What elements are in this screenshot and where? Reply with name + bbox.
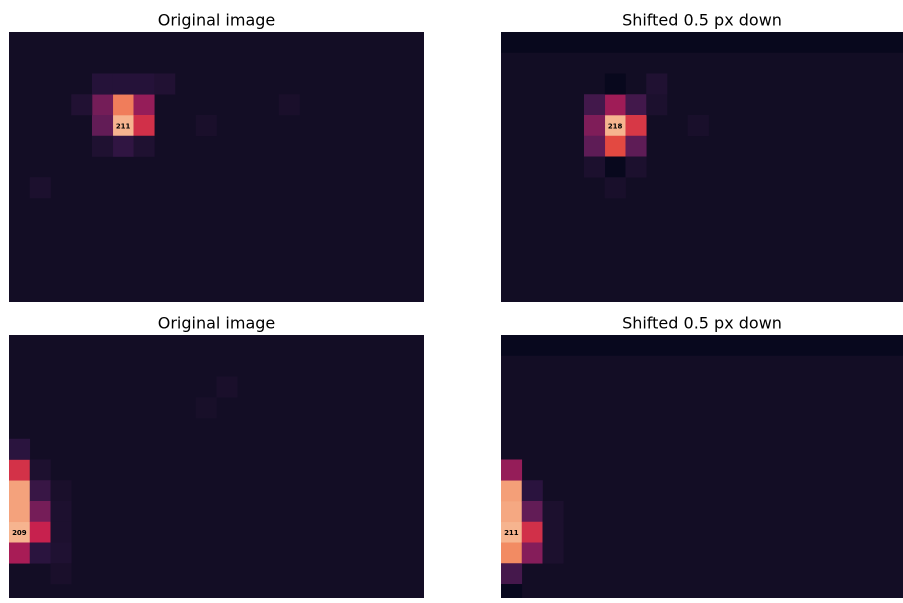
pixel bbox=[71, 94, 93, 116]
pixel bbox=[92, 115, 114, 137]
pixel bbox=[625, 115, 647, 137]
pixel bbox=[216, 376, 238, 398]
top-row bbox=[501, 335, 903, 356]
pixel bbox=[646, 94, 668, 116]
pixel bbox=[542, 501, 564, 523]
peak-label: 211 bbox=[116, 122, 131, 130]
pixel bbox=[687, 115, 709, 137]
pixel bbox=[521, 542, 543, 564]
pixel bbox=[501, 459, 523, 481]
pixel bbox=[604, 156, 626, 178]
pixel bbox=[50, 563, 72, 585]
pixel bbox=[29, 177, 51, 199]
pixel bbox=[9, 501, 31, 523]
pixel bbox=[542, 542, 564, 564]
pixel bbox=[604, 73, 626, 95]
pixel bbox=[501, 563, 523, 585]
pixel bbox=[501, 584, 523, 598]
pixel bbox=[584, 135, 606, 157]
background bbox=[501, 335, 903, 598]
pixel bbox=[50, 521, 72, 543]
pixel bbox=[92, 94, 114, 116]
pixel bbox=[9, 521, 31, 543]
pixel bbox=[584, 115, 606, 137]
pixel bbox=[604, 135, 626, 157]
pixel bbox=[29, 459, 51, 481]
pixel bbox=[521, 521, 543, 543]
pixel bbox=[29, 501, 51, 523]
pixel bbox=[625, 156, 647, 178]
pixel bbox=[195, 115, 217, 137]
peak-label: 218 bbox=[608, 122, 623, 130]
pixel bbox=[112, 94, 134, 116]
pixel bbox=[646, 73, 668, 95]
pixel bbox=[501, 542, 523, 564]
pixel bbox=[278, 94, 300, 116]
pixel bbox=[112, 135, 134, 157]
pixel bbox=[50, 501, 72, 523]
pixel bbox=[195, 397, 217, 419]
pixel bbox=[112, 115, 134, 137]
pixel bbox=[604, 115, 626, 137]
pixel bbox=[9, 438, 31, 460]
pixel bbox=[9, 459, 31, 481]
panel-title: Shifted 0.5 px down bbox=[622, 11, 782, 30]
pixel bbox=[584, 94, 606, 116]
peak-label: 211 bbox=[504, 529, 519, 537]
pixel bbox=[625, 135, 647, 157]
top-row bbox=[501, 32, 903, 53]
pixel bbox=[92, 73, 114, 95]
pixel bbox=[92, 135, 114, 157]
pixel bbox=[9, 480, 31, 502]
pixel bbox=[50, 542, 72, 564]
panel-title: Shifted 0.5 px down bbox=[622, 314, 782, 333]
pixel bbox=[133, 135, 155, 157]
pixel bbox=[604, 94, 626, 116]
pixel bbox=[133, 73, 155, 95]
peak-label: 209 bbox=[12, 529, 27, 537]
pixel bbox=[29, 480, 51, 502]
pixel bbox=[604, 177, 626, 199]
background bbox=[501, 32, 903, 302]
pixel bbox=[584, 156, 606, 178]
pixel bbox=[501, 480, 523, 502]
pixel bbox=[133, 115, 155, 137]
pixel bbox=[625, 94, 647, 116]
panel-title: Original image bbox=[158, 314, 276, 333]
pixel bbox=[154, 73, 176, 95]
pixel bbox=[112, 73, 134, 95]
panel-title: Original image bbox=[158, 11, 276, 30]
pixel bbox=[50, 480, 72, 502]
pixel bbox=[9, 542, 31, 564]
pixel bbox=[501, 501, 523, 523]
background bbox=[9, 32, 424, 302]
pixel bbox=[29, 542, 51, 564]
pixel bbox=[542, 521, 564, 543]
pixel bbox=[501, 521, 523, 543]
pixel bbox=[133, 94, 155, 116]
pixel bbox=[521, 480, 543, 502]
pixel bbox=[521, 501, 543, 523]
pixel bbox=[29, 521, 51, 543]
